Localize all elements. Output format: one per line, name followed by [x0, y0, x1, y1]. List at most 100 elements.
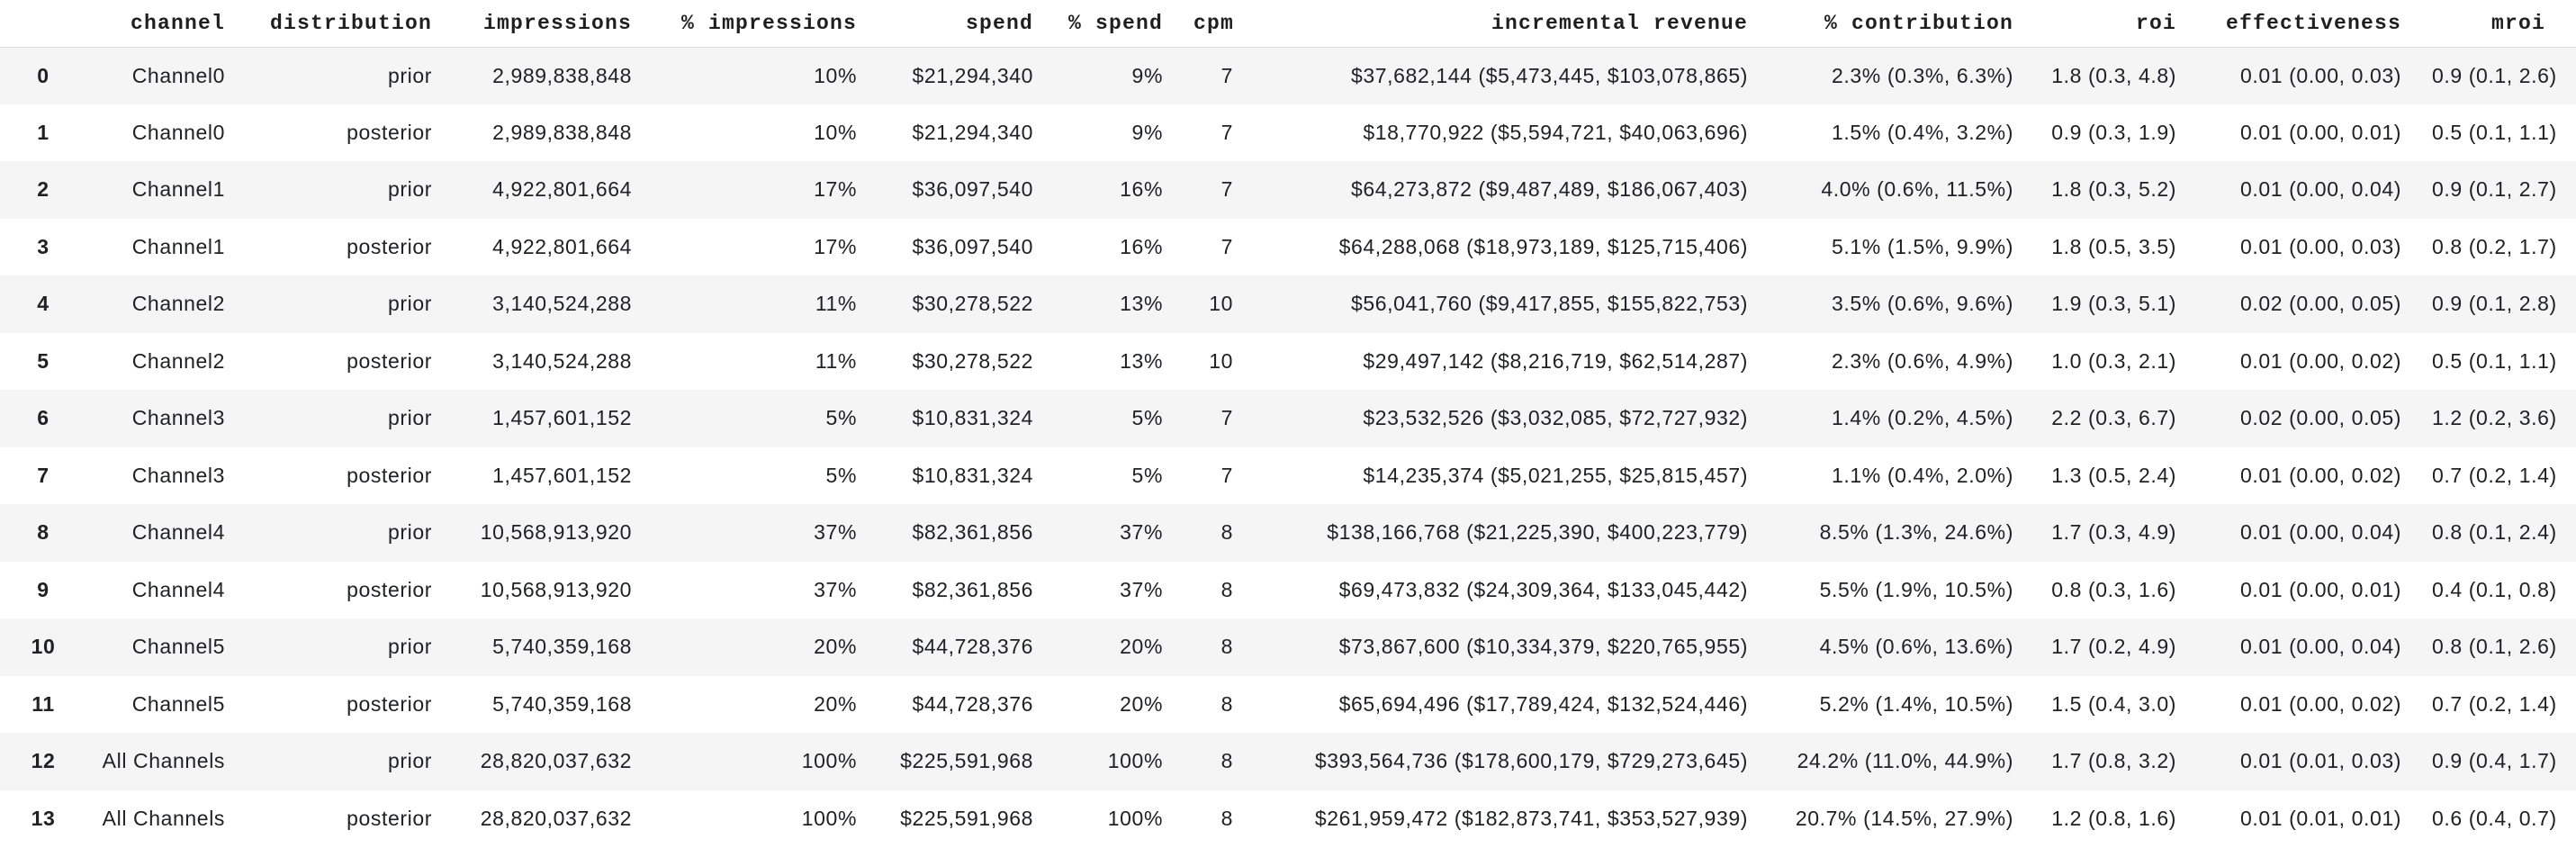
cell-incremental-revenue: $261,959,472 ($182,873,741, $353,527,939…: [1314, 806, 1748, 830]
cell-channel: Channel0: [131, 120, 225, 144]
cell-incremental-revenue: $69,473,832 ($24,309,364, $133,045,442): [1338, 577, 1748, 601]
table-row: 12 All Channels prior 28,820,037,632 100% $22…: [0, 733, 2576, 790]
cell-mroi: 1.2 (0.2, 3.6): [2432, 406, 2557, 430]
cell-incremental-revenue: $73,867,600 ($10,334,379, $220,765,955): [1338, 635, 1748, 659]
cell-index: 5: [37, 348, 50, 373]
table-row: 2 Channel1 prior 4,922,801,664 17% $36,097,54…: [0, 161, 2576, 219]
cell-effectiveness: 0.01 (0.01, 0.01): [2240, 806, 2401, 830]
cell-incremental-revenue: $37,682,144 ($5,473,445, $103,078,865): [1351, 63, 1748, 87]
cell-effectiveness: 0.01 (0.00, 0.02): [2240, 691, 2401, 716]
cell-pct-contribution: 2.3% (0.6%, 4.9%): [1832, 348, 2013, 373]
cell-channel: Channel1: [131, 234, 225, 258]
cell-channel: Channel3: [131, 406, 225, 430]
cell-impressions: 1,457,601,152: [492, 406, 632, 430]
header-cell-pct-spend: % spend: [1064, 0, 1193, 48]
cell-incremental-revenue: $64,273,872 ($9,487,489, $186,067,403): [1351, 177, 1748, 202]
cell-roi: 2.2 (0.3, 6.7): [2051, 406, 2176, 430]
cell-mroi: 0.9 (0.1, 2.8): [2432, 292, 2557, 316]
cell-mroi: 0.8 (0.1, 2.4): [2432, 520, 2557, 545]
table-row: 6 Channel3 prior 1,457,601,152 5% $10,831,324…: [0, 390, 2576, 447]
cell-channel: Channel1: [131, 177, 225, 202]
cell-pct-contribution: 24.2% (11.0%, 44.9%): [1797, 749, 2013, 773]
cell-incremental-revenue: $18,770,922 ($5,594,721, $40,063,696): [1363, 120, 1748, 144]
cell-spend: $21,294,340: [912, 120, 1033, 144]
cell-distribution: prior: [387, 63, 432, 87]
cell-channel: Channel4: [131, 520, 225, 545]
cell-cpm: 8: [1220, 749, 1233, 773]
cell-distribution: prior: [387, 520, 432, 545]
cell-pct-spend: 9%: [1131, 120, 1163, 144]
cell-mroi: 0.7 (0.2, 1.4): [2432, 691, 2557, 716]
cell-spend: $30,278,522: [912, 348, 1033, 373]
cell-cpm: 7: [1220, 177, 1233, 202]
cell-roi: 1.5 (0.4, 3.0): [2051, 691, 2176, 716]
cell-cpm: 8: [1220, 691, 1233, 716]
cell-roi: 1.7 (0.2, 4.9): [2051, 635, 2176, 659]
cell-channel: Channel4: [131, 577, 225, 601]
cell-pct-contribution: 4.0% (0.6%, 11.5%): [1821, 177, 2013, 202]
cell-pct-impressions: 10%: [814, 63, 857, 87]
cell-spend: $30,278,522: [912, 292, 1033, 316]
table-row: 9 Channel4 posterior 10,568,913,920 37% $82,3…: [0, 561, 2576, 618]
cell-pct-impressions: 11%: [815, 292, 857, 316]
header-cell-roi: roi: [2044, 0, 2207, 48]
cell-pct-spend: 16%: [1120, 177, 1163, 202]
cell-mroi: 0.5 (0.1, 1.1): [2432, 348, 2557, 373]
header-cell-cpm: cpm: [1193, 0, 1264, 48]
cell-effectiveness: 0.01 (0.00, 0.01): [2240, 120, 2401, 144]
cell-spend: $225,591,968: [900, 806, 1033, 830]
cell-pct-contribution: 8.5% (1.3%, 24.6%): [1819, 520, 2013, 545]
header-cell-effectiveness: effectiveness: [2207, 0, 2432, 48]
cell-impressions: 28,820,037,632: [480, 806, 632, 830]
header-cell-channel: channel: [86, 0, 256, 48]
cell-incremental-revenue: $393,564,736 ($178,600,179, $729,273,645…: [1314, 749, 1748, 773]
cell-roi: 0.8 (0.3, 1.6): [2051, 577, 2176, 601]
header-cell-incremental-revenue: incremental revenue: [1264, 0, 1779, 48]
cell-index: 0: [37, 63, 50, 87]
cell-channel: Channel5: [131, 635, 225, 659]
cell-index: 10: [31, 635, 56, 659]
cell-index: 9: [37, 577, 50, 601]
cell-cpm: 7: [1220, 120, 1233, 144]
table-row: 11 Channel5 posterior 5,740,359,168 20% $44,7…: [0, 675, 2576, 733]
cell-mroi: 0.9 (0.1, 2.7): [2432, 177, 2557, 202]
cell-pct-impressions: 5%: [825, 406, 857, 430]
table-row: 3 Channel1 posterior 4,922,801,664 17% $36,09…: [0, 218, 2576, 275]
cell-roi: 0.9 (0.3, 1.9): [2051, 120, 2176, 144]
cell-effectiveness: 0.01 (0.00, 0.04): [2240, 520, 2401, 545]
cell-spend: $82,361,856: [912, 520, 1033, 545]
header-cell-index: [0, 0, 86, 48]
cell-incremental-revenue: $23,532,526 ($3,032,085, $72,727,932): [1363, 406, 1748, 430]
cell-mroi: 0.9 (0.1, 2.6): [2432, 63, 2557, 87]
header-row: channel distribution impressions% impressi…: [0, 0, 2576, 48]
cell-channel: All Channels: [102, 806, 225, 830]
cell-roi: 1.8 (0.3, 4.8): [2051, 63, 2176, 87]
cell-pct-impressions: 10%: [814, 120, 857, 144]
cell-distribution: posterior: [347, 691, 432, 716]
cell-cpm: 7: [1220, 406, 1233, 430]
cell-distribution: prior: [387, 749, 432, 773]
cell-pct-spend: 100%: [1107, 749, 1163, 773]
table-row: 4 Channel2 prior 3,140,524,288 11% $30,278,52…: [0, 275, 2576, 333]
cell-roi: 1.7 (0.3, 4.9): [2051, 520, 2176, 545]
cell-impressions: 2,989,838,848: [492, 63, 632, 87]
cell-incremental-revenue: $56,041,760 ($9,417,855, $155,822,753): [1351, 292, 1748, 316]
cell-index: 13: [31, 806, 56, 830]
cell-effectiveness: 0.02 (0.00, 0.05): [2240, 406, 2401, 430]
cell-distribution: prior: [387, 406, 432, 430]
cell-pct-impressions: 100%: [801, 749, 857, 773]
cell-pct-impressions: 37%: [814, 520, 857, 545]
cell-impressions: 3,140,524,288: [492, 292, 632, 316]
cell-pct-contribution: 5.5% (1.9%, 10.5%): [1819, 577, 2013, 601]
cell-pct-spend: 16%: [1120, 234, 1163, 258]
cell-mroi: 0.7 (0.2, 1.4): [2432, 463, 2557, 487]
cell-channel: Channel2: [131, 348, 225, 373]
cell-impressions: 4,922,801,664: [492, 177, 632, 202]
cell-roi: 1.7 (0.8, 3.2): [2051, 749, 2176, 773]
cell-channel: All Channels: [102, 749, 225, 773]
cell-effectiveness: 0.01 (0.00, 0.04): [2240, 635, 2401, 659]
table-row: 7 Channel3 posterior 1,457,601,152 5% $10,831…: [0, 447, 2576, 504]
cell-mroi: 0.4 (0.1, 0.8): [2432, 577, 2557, 601]
table-row: 1 Channel0 posterior 2,989,838,848 10% $21,29…: [0, 104, 2576, 161]
cell-impressions: 28,820,037,632: [480, 749, 632, 773]
